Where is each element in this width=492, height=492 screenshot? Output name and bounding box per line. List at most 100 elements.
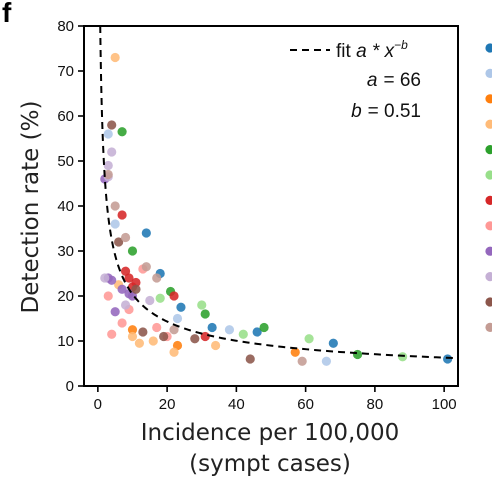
x-tick-label-0: 0: [94, 396, 102, 413]
y-tick-label-40: 40: [57, 198, 74, 215]
series-legend: [485, 43, 492, 332]
data-point-4-0: [117, 127, 127, 137]
x-tick-label-80: 80: [367, 396, 384, 413]
data-point-4-1: [127, 246, 138, 256]
fit-legend-text: fit a * x−b: [336, 38, 408, 62]
y-tick-label-20: 20: [57, 288, 74, 305]
data-point-10-4: [159, 331, 169, 342]
data-point-0-3: [207, 322, 217, 333]
fit-curve: [99, 25, 459, 360]
data-point-3-0: [110, 52, 120, 63]
data-point-3-3: [134, 338, 145, 348]
data-point-5-0: [155, 293, 165, 303]
y-tick-label-80: 80: [57, 18, 74, 35]
data-point-0-2: [176, 302, 186, 312]
fit-b-number: = 0.51: [368, 101, 421, 122]
data-point-11-1: [110, 201, 120, 211]
legend-marker-8: [485, 246, 492, 256]
fit-legend-prefix: fit: [336, 41, 356, 62]
x-axis-label-units: (sympt cases): [189, 451, 351, 477]
legend-marker-0: [485, 43, 492, 53]
data-point-9-0: [100, 273, 110, 283]
data-point-11-3: [141, 262, 151, 272]
legend-marker-10: [485, 297, 492, 307]
data-point-9-3: [107, 147, 117, 157]
data-point-7-5: [152, 322, 162, 333]
data-point-7-1: [107, 329, 117, 339]
data-point-8-2: [107, 275, 117, 285]
x-tick-label-20: 20: [159, 396, 176, 413]
data-point-7-0: [103, 291, 113, 301]
x-tick-label-100: 100: [432, 396, 457, 413]
x-axis-label: Incidence per 100,000: [141, 420, 399, 446]
data-point-3-6: [210, 340, 221, 351]
legend-marker-3: [485, 119, 492, 129]
y-tick-label-60: 60: [57, 108, 74, 125]
data-point-10-3: [138, 327, 148, 337]
data-point-4-5: [352, 349, 363, 360]
data-point-1-3: [224, 325, 235, 335]
legend-marker-2: [485, 94, 492, 104]
fit-a-symbol: a: [367, 70, 378, 91]
data-point-5-1: [197, 300, 207, 310]
y-tick-label-10: 10: [57, 333, 74, 350]
data-point-1-2: [172, 313, 183, 324]
data-point-11-5: [169, 325, 179, 335]
fit-legend: fit a * x−b a = 66 b = 0.51: [290, 38, 421, 122]
data-point-9-5: [145, 295, 155, 306]
data-point-3-4: [148, 336, 158, 346]
legend-marker-5: [485, 170, 492, 180]
data-point-11-6: [297, 356, 307, 366]
x-tick-label-40: 40: [228, 396, 245, 413]
data-point-8-3: [110, 307, 120, 317]
y-tick-label-70: 70: [57, 63, 74, 80]
fit-b-value: b = 0.51: [351, 101, 421, 122]
y-axis-label: Detection rate (%): [18, 101, 44, 314]
data-point-0-4: [252, 327, 262, 337]
legend-marker-4: [485, 145, 492, 155]
data-point-11-4: [152, 273, 162, 283]
data-point-9-4: [120, 300, 131, 310]
data-point-1-0: [103, 129, 113, 139]
fit-a-number: = 66: [383, 70, 421, 91]
x-tick-label-60: 60: [297, 396, 314, 413]
data-point-11-2: [120, 232, 131, 243]
fit-legend-formula: a * x: [356, 41, 396, 62]
data-point-9-1: [103, 160, 113, 171]
data-point-3-2: [127, 331, 138, 342]
axis-ticks: 0 20 40 60 80 100 0 10 20 30 40 50 60 70 80: [57, 18, 456, 413]
data-point-5-3: [304, 334, 314, 344]
data-point-6-4: [131, 277, 141, 288]
data-point-6-0: [117, 210, 127, 220]
data-point-0-6: [443, 354, 453, 364]
fit-a-value: a = 66: [367, 70, 421, 91]
data-point-0-5: [328, 338, 338, 348]
data-point-1-1: [110, 219, 120, 229]
y-tick-label-50: 50: [57, 153, 74, 170]
data-point-4-4: [259, 322, 269, 333]
legend-marker-7: [485, 221, 492, 231]
data-point-10-1: [114, 237, 124, 247]
fit-b-symbol: b: [351, 101, 362, 122]
data-point-1-4: [321, 356, 332, 366]
data-point-5-2: [238, 329, 248, 339]
data-point-10-5: [190, 334, 200, 344]
legend-marker-6: [485, 195, 492, 205]
panel-label: f: [2, 0, 12, 28]
data-point-5-4: [397, 352, 408, 362]
data-point-2-2: [290, 347, 300, 357]
data-point-10-2: [131, 284, 141, 294]
data-point-11-0: [103, 169, 113, 180]
data-point-6-5: [169, 291, 179, 301]
data-point-3-5: [169, 347, 179, 357]
y-tick-label-0: 0: [66, 378, 74, 395]
data-point-6-2: [124, 273, 134, 283]
data-point-0-0: [141, 228, 151, 238]
legend-marker-11: [485, 322, 492, 332]
data-point-4-3: [200, 309, 210, 319]
legend-marker-9: [485, 272, 492, 282]
data-point-10-6: [245, 354, 255, 364]
y-tick-label-30: 30: [57, 243, 74, 260]
data-point-2-0: [127, 325, 138, 335]
points-layer: [100, 52, 453, 366]
